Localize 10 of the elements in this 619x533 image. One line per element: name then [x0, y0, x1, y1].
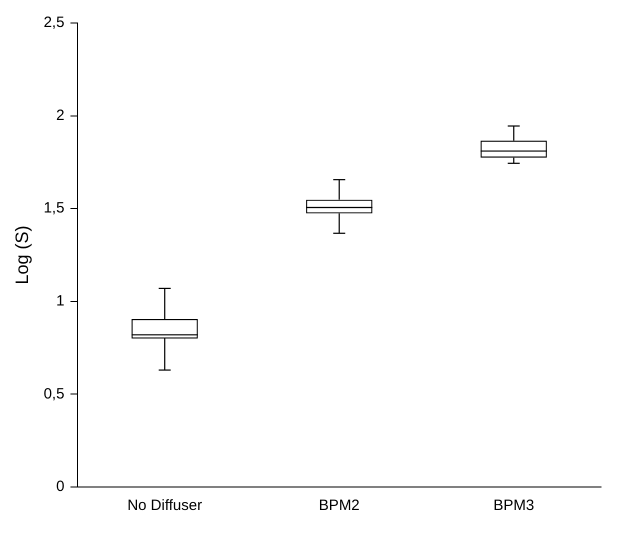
y-axis-title: Log (S) — [12, 225, 32, 285]
y-tick-label: 2,5 — [44, 14, 64, 32]
x-tick-label: BPM2 — [318, 497, 360, 514]
y-tick-label: 2 — [56, 106, 64, 124]
y-tick-label: 1,5 — [44, 200, 64, 217]
y-tick-label: 1 — [56, 292, 64, 310]
y-tick-label: 0 — [56, 478, 64, 496]
y-tick-label: 0,5 — [44, 385, 64, 402]
x-tick-label: No Diffuser — [127, 497, 202, 514]
x-tick-label: BPM3 — [493, 497, 534, 514]
